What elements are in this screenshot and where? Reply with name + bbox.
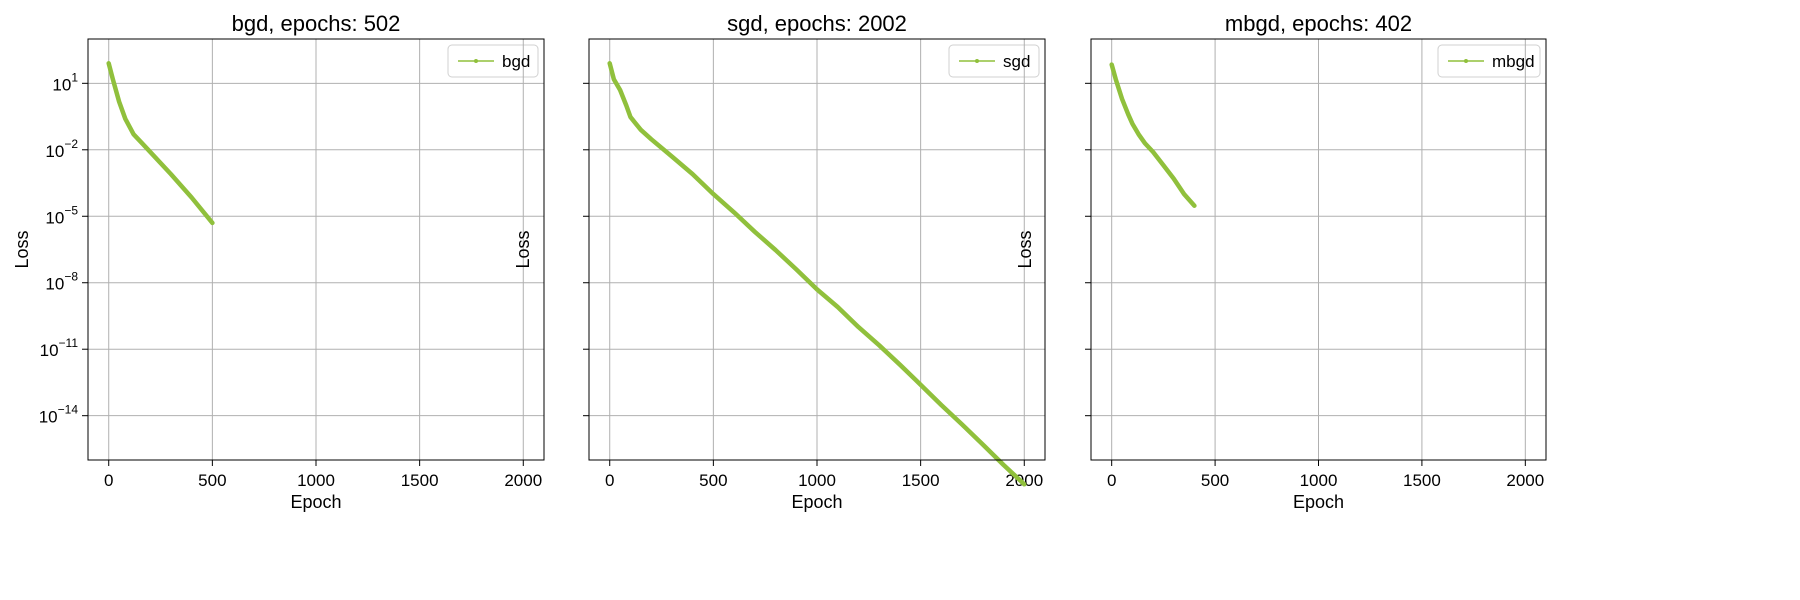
- series-line-sgd: [607, 61, 1027, 487]
- subplot-sgd: sgd, epochs: 2002 Epoch Loss 0 500 1000 150…: [513, 11, 1046, 512]
- legend-box: [1437, 44, 1541, 78]
- x-tick-label: 1500: [401, 471, 439, 490]
- axes-frame: [588, 38, 1046, 461]
- y-axis-label: Loss: [1015, 230, 1035, 268]
- legend-label: mbgd: [1492, 52, 1535, 71]
- chart-title: sgd, epochs: 2002: [727, 11, 907, 36]
- subplot-bgd: bgd, epochs: 502 Epoch Loss 0 500 1000 1500…: [12, 11, 545, 512]
- chart-title: mbgd, epochs: 402: [1225, 11, 1412, 36]
- x-axis-label: Epoch: [791, 492, 842, 512]
- y-axis-label: Loss: [12, 230, 32, 268]
- x-tick-label: 0: [605, 471, 614, 490]
- x-tick-label: 500: [699, 471, 727, 490]
- series-line-bgd: [106, 61, 215, 226]
- legend-swatch-marker: [975, 59, 979, 63]
- grid: [589, 39, 1045, 460]
- x-tick-label: 500: [1201, 471, 1229, 490]
- legend-label: sgd: [1003, 52, 1030, 71]
- axes-frame: [87, 38, 545, 461]
- grid: [88, 39, 544, 460]
- x-tick-label: 0: [1107, 471, 1116, 490]
- x-tick-label: 2000: [504, 471, 542, 490]
- x-tick-label: 1000: [297, 471, 335, 490]
- y-tick-label: 10−8: [45, 270, 78, 294]
- legend-label: bgd: [502, 52, 530, 71]
- series-line-mbgd: [1109, 62, 1197, 208]
- x-axis-label: Epoch: [290, 492, 341, 512]
- x-tick-label: 0: [104, 471, 113, 490]
- y-axis-label: Loss: [513, 230, 533, 268]
- x-axis-label: Epoch: [1293, 492, 1344, 512]
- x-tick-label: 1000: [1300, 471, 1338, 490]
- x-tick-label: 1500: [902, 471, 940, 490]
- axes-frame: [1090, 38, 1547, 461]
- subplot-mbgd: mbgd, epochs: 402 Epoch Loss 0 500 1000 150…: [1015, 11, 1547, 512]
- x-tick-label: 1500: [1403, 471, 1441, 490]
- y-tick-label: 10−5: [45, 203, 78, 227]
- y-tick-label: 10−2: [45, 137, 78, 161]
- legend-swatch-marker: [474, 59, 478, 63]
- y-tick-label: 10−14: [39, 403, 79, 427]
- legend-swatch-marker: [1464, 59, 1468, 63]
- chart-title: bgd, epochs: 502: [232, 11, 401, 36]
- x-tick-label: 500: [198, 471, 226, 490]
- x-tick-label: 1000: [798, 471, 836, 490]
- grid: [1091, 39, 1546, 460]
- x-tick-label: 2000: [1506, 471, 1544, 490]
- y-tick-label: 101: [52, 70, 78, 94]
- y-tick-label: 10−11: [40, 336, 79, 360]
